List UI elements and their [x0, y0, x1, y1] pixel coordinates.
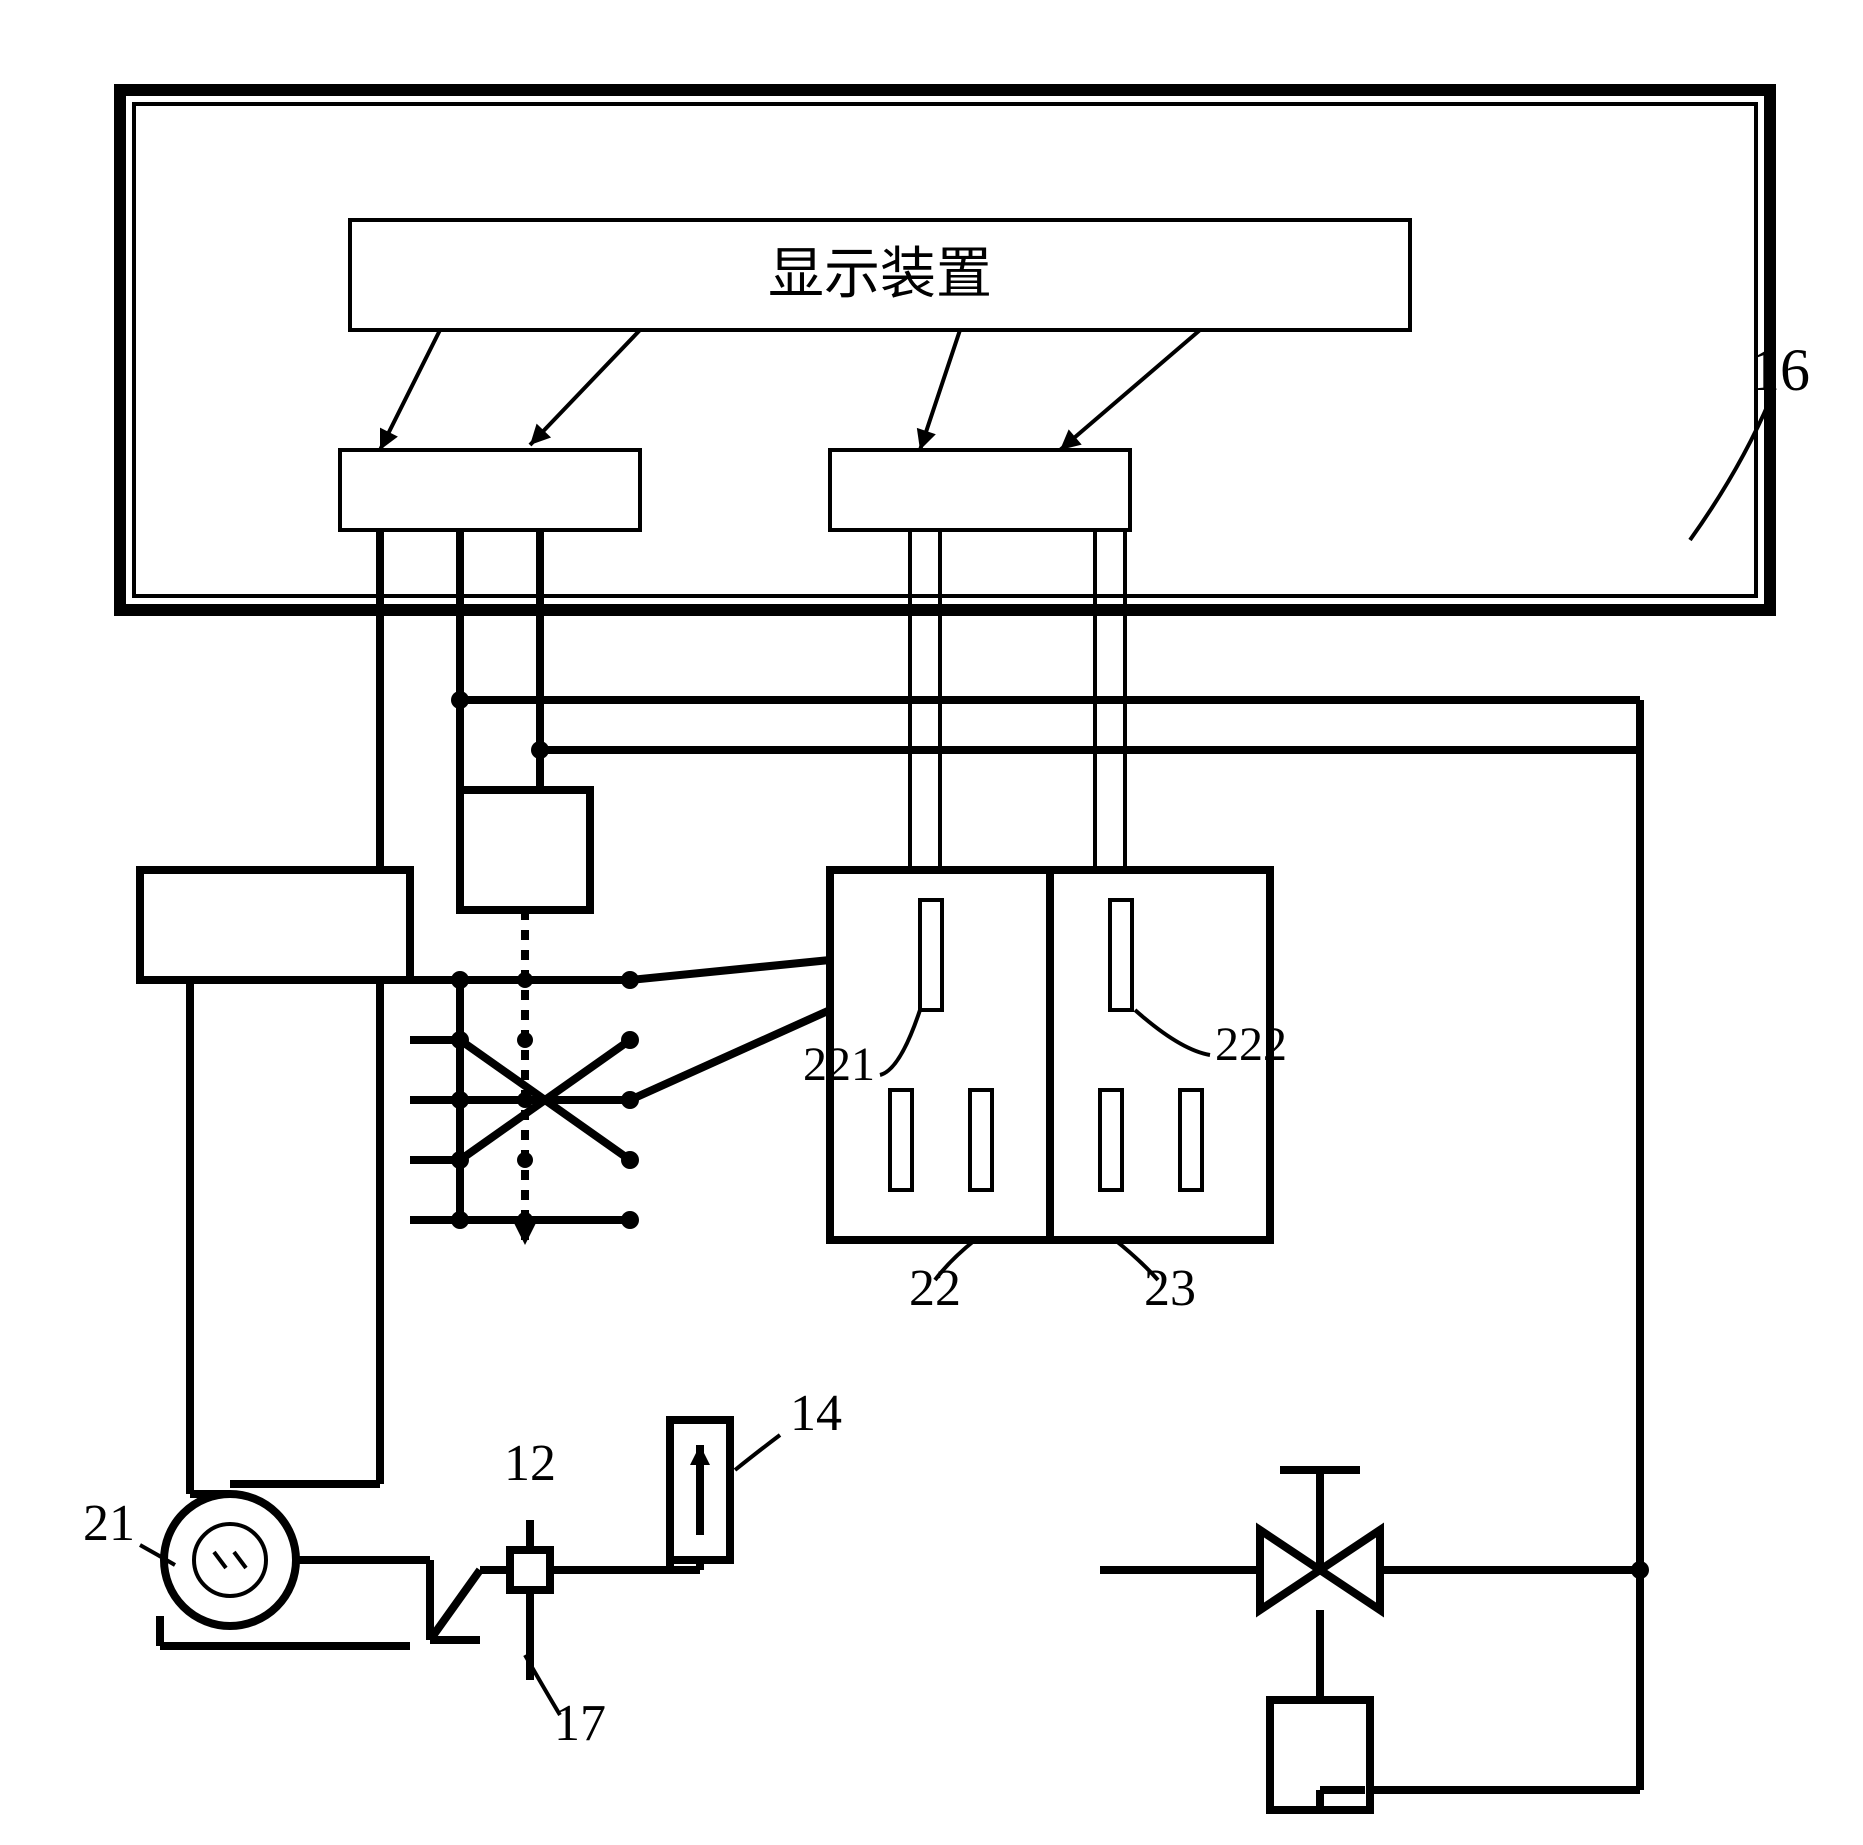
- svg-text:14: 14: [790, 1385, 842, 1442]
- svg-text:221: 221: [803, 1038, 875, 1091]
- svg-text:16: 16: [1750, 337, 1810, 403]
- svg-text:222: 222: [1215, 1018, 1287, 1071]
- svg-text:22: 22: [909, 1260, 961, 1317]
- svg-text:21: 21: [83, 1495, 135, 1552]
- schematic-diagram: 显示装置16221222222314121721: [0, 0, 1863, 1845]
- svg-text:23: 23: [1144, 1260, 1196, 1317]
- svg-text:17: 17: [554, 1695, 606, 1752]
- svg-text:12: 12: [504, 1435, 556, 1492]
- svg-text:显示装置: 显示装置: [768, 244, 992, 306]
